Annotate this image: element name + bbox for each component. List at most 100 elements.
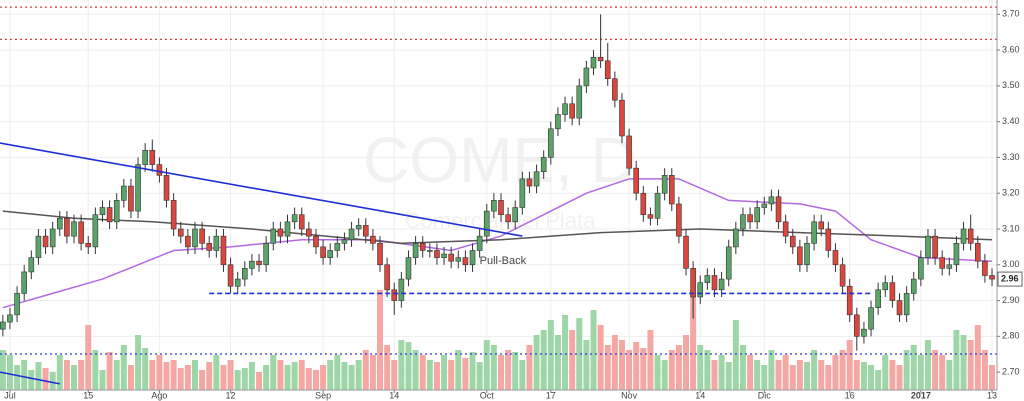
volume-bar	[953, 330, 960, 390]
volume-bar	[426, 360, 433, 390]
candle-body	[548, 128, 554, 158]
candle-body	[718, 278, 725, 291]
x-tick-label: 17	[546, 390, 556, 400]
candle-body	[384, 264, 390, 291]
candle-body	[647, 214, 654, 219]
volume-bar	[910, 345, 917, 390]
candle-body	[989, 275, 995, 280]
candle-body	[441, 253, 447, 258]
volume-bar	[56, 355, 63, 390]
volume-bar	[960, 335, 967, 390]
candle-body	[505, 214, 511, 223]
candle-body	[78, 221, 84, 244]
x-tick-label: Jul	[4, 390, 16, 400]
volume-bar	[369, 355, 376, 390]
x-tick-label: 14	[389, 390, 399, 400]
volume-bar	[825, 365, 832, 390]
annotation: Pull-Back	[480, 255, 527, 267]
volume-bar	[569, 330, 576, 390]
volume-bar	[747, 355, 754, 390]
y-tick-label: 3.40	[1002, 116, 1020, 126]
candle-body	[370, 235, 376, 244]
volume-bar	[789, 365, 796, 390]
candle-body	[128, 185, 134, 212]
candle-body	[85, 243, 92, 248]
candle-body	[775, 196, 782, 223]
candle-body	[156, 164, 163, 176]
candle-body	[654, 192, 661, 219]
volume-bar	[832, 355, 839, 390]
x-tick-label: 16	[845, 390, 855, 400]
candle-body	[192, 228, 198, 248]
candle-body	[569, 103, 575, 119]
candle-body	[398, 278, 405, 301]
volume-bar	[860, 362, 867, 390]
trendline	[0, 142, 523, 237]
volume-bar	[156, 355, 163, 390]
candle-body	[789, 235, 796, 248]
volume-bar	[946, 360, 953, 390]
volume-bar	[213, 355, 220, 390]
volume-bar	[92, 350, 99, 390]
x-tick-label: Ago	[151, 390, 167, 400]
candle-body	[782, 221, 789, 237]
volume-bar	[768, 350, 775, 390]
volume-bar	[78, 360, 85, 390]
candle-body	[199, 228, 205, 244]
volume-bar	[398, 340, 405, 390]
volume-bar	[711, 360, 718, 390]
volume-bar	[683, 335, 690, 390]
volume-bar	[227, 360, 234, 390]
volume-bar	[348, 365, 355, 390]
candle-body	[135, 164, 141, 212]
volume-bar	[661, 360, 668, 390]
candle-body	[263, 243, 269, 266]
y-tick-label: 3.00	[1002, 259, 1020, 269]
volume-bar	[718, 355, 725, 390]
candle-body	[740, 214, 746, 230]
volume-bar	[412, 350, 419, 390]
candle-body	[974, 243, 981, 262]
candle-body	[320, 246, 326, 258]
volume-bar	[149, 360, 156, 390]
volume-bar	[433, 362, 440, 390]
candle-body	[683, 235, 689, 269]
candle-body	[483, 210, 490, 237]
candle-body	[21, 271, 27, 294]
candle-body	[761, 203, 768, 208]
volume-bar	[782, 355, 789, 390]
volume-bar	[547, 320, 554, 390]
x-tick-label: 12	[226, 390, 236, 400]
volume-bar	[704, 350, 711, 390]
candle-body	[227, 264, 234, 287]
candle-body	[448, 253, 454, 262]
volume-bar	[441, 355, 448, 390]
volume-bar	[263, 365, 270, 390]
volume-bar	[42, 368, 49, 390]
candle-body	[804, 243, 810, 266]
volume-bar	[248, 362, 255, 390]
candle-body	[818, 221, 825, 230]
x-tick-label: Dic	[758, 390, 771, 400]
candle-body	[939, 257, 945, 269]
volume-bar	[298, 360, 305, 390]
candle-body	[71, 221, 77, 237]
volume-bar	[405, 342, 412, 390]
candle-body	[583, 67, 590, 87]
candle-body	[270, 228, 277, 244]
y-tick-label: 2.80	[1002, 331, 1020, 341]
volume-bar	[384, 345, 391, 390]
volume-bar	[462, 358, 469, 390]
candle-body	[946, 264, 953, 269]
volume-bar	[142, 348, 149, 390]
volume-bar	[170, 360, 177, 390]
candle-body	[469, 250, 476, 266]
y-tick-label: 3.20	[1002, 188, 1020, 198]
volume-bar	[519, 360, 526, 390]
candle-body	[633, 167, 639, 194]
candle-body	[562, 103, 568, 115]
candle-body	[14, 293, 20, 316]
volume-bar	[14, 365, 21, 390]
candle-body	[604, 60, 611, 80]
candle-body	[56, 217, 63, 230]
